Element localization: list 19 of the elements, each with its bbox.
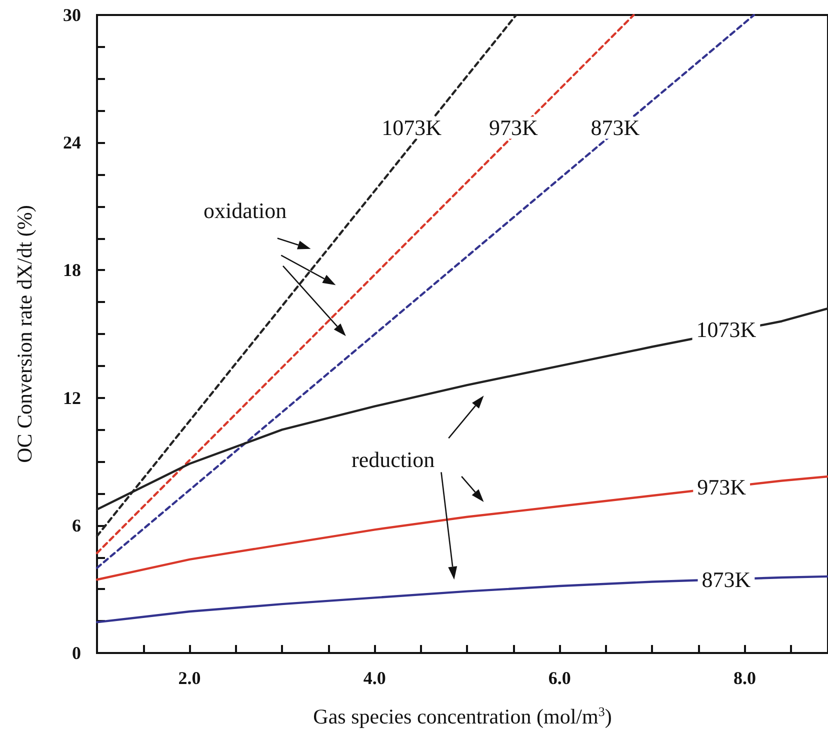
series-label: 973K: [697, 474, 746, 500]
x-tick-label: 4.0: [363, 668, 386, 688]
y-tick-label: 12: [63, 388, 81, 408]
series-label: 973K: [488, 115, 538, 140]
annotation: reduction: [352, 446, 435, 472]
x-tick-label: 2.0: [178, 668, 201, 688]
x-tick-label: 8.0: [733, 668, 756, 688]
annotation: oxidation: [203, 198, 287, 224]
series-label: 873K: [702, 567, 751, 592]
y-axis-title: OC Conversion rate dX/dt (%): [12, 205, 36, 463]
y-tick-label: 30: [63, 5, 81, 25]
y-tick-label: 0: [72, 643, 81, 663]
y-tick-label: 24: [63, 132, 81, 153]
x-tick-label: 6.0: [548, 668, 571, 688]
series-label: 1073K: [382, 115, 442, 140]
series-label: 873K: [590, 115, 640, 140]
y-tick-label: 6: [72, 515, 81, 536]
y-tick-label: 18: [63, 260, 81, 280]
series-label: 1073K: [696, 317, 756, 342]
